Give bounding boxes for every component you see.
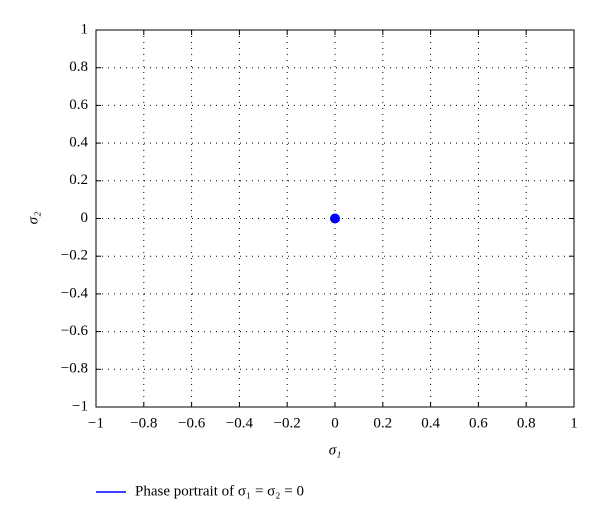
- y-tick-label: 0.2: [69, 172, 88, 188]
- y-axis-label: σ₂: [25, 212, 41, 225]
- x-tick-label: 0.4: [421, 415, 440, 431]
- x-tick-label: −0.4: [226, 415, 254, 431]
- x-tick-label: 0.6: [469, 415, 488, 431]
- y-tick-label: 1: [81, 21, 89, 37]
- x-tick-label: 1: [570, 415, 578, 431]
- y-tick-label: −0.8: [61, 361, 88, 377]
- x-tick-label: 0.8: [517, 415, 536, 431]
- y-tick-label: −0.2: [61, 248, 88, 264]
- x-axis-label: σ₁: [329, 442, 342, 458]
- data-point: [330, 213, 340, 224]
- x-tick-label: −0.8: [130, 415, 157, 431]
- y-tick-label: 0.4: [69, 135, 88, 151]
- x-tick-label: −0.6: [178, 415, 206, 431]
- x-tick-label: 0.2: [373, 415, 392, 431]
- x-tick-label: −1: [88, 415, 104, 431]
- y-tick-label: 0: [81, 210, 89, 226]
- y-tick-label: −1: [72, 398, 88, 414]
- legend-label: Phase portrait of σ₁ = σ₂ = 0: [135, 483, 304, 499]
- y-tick-label: −0.6: [61, 323, 89, 339]
- y-tick-label: 0.6: [69, 97, 88, 113]
- y-tick-label: 0.8: [69, 59, 88, 75]
- y-tick-label: −0.4: [61, 285, 89, 301]
- x-tick-label: −0.2: [274, 415, 301, 431]
- x-tick-label: 0: [331, 415, 339, 431]
